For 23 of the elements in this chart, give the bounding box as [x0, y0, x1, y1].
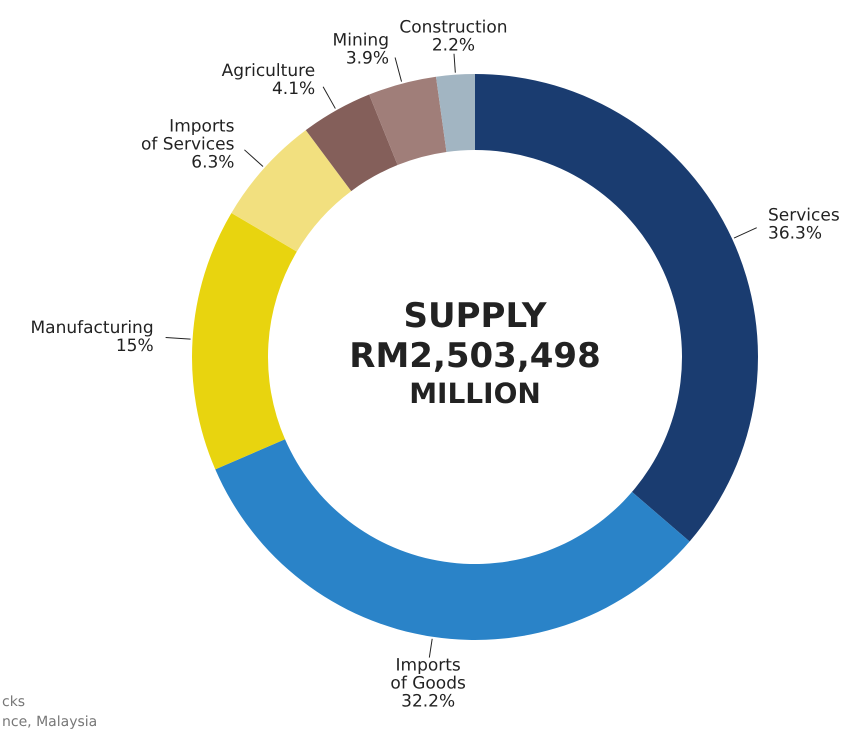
slice-label: Services [768, 205, 840, 226]
donut-slice [436, 74, 475, 152]
text: nce, Malaysia [2, 714, 98, 730]
donut-slice [306, 94, 398, 192]
data-label: 36.3% [768, 223, 822, 244]
text: RM2,503,498 MILLION [349, 336, 601, 410]
slice-label: Mining [332, 30, 390, 51]
slice-label: Imports of Services [140, 116, 235, 154]
data-label: 15% [116, 336, 154, 356]
donut-slice [215, 439, 690, 640]
text: SUPPLY [404, 296, 547, 336]
slice-label: Imports of Goods [390, 655, 466, 694]
data-label: 4.1% [272, 78, 316, 99]
data-label: 32.2% [401, 691, 456, 712]
slice-label: Construction [399, 18, 508, 38]
slice-label: Agriculture [222, 60, 316, 81]
data-label: 3.9% [346, 48, 390, 69]
data-label: 6.3% [191, 152, 234, 172]
donut-slice [192, 212, 297, 470]
slice-label: Manufacturing [30, 318, 154, 338]
text: cks [2, 694, 26, 710]
donut-slice [369, 76, 446, 166]
data-label: 2.2% [432, 36, 476, 56]
